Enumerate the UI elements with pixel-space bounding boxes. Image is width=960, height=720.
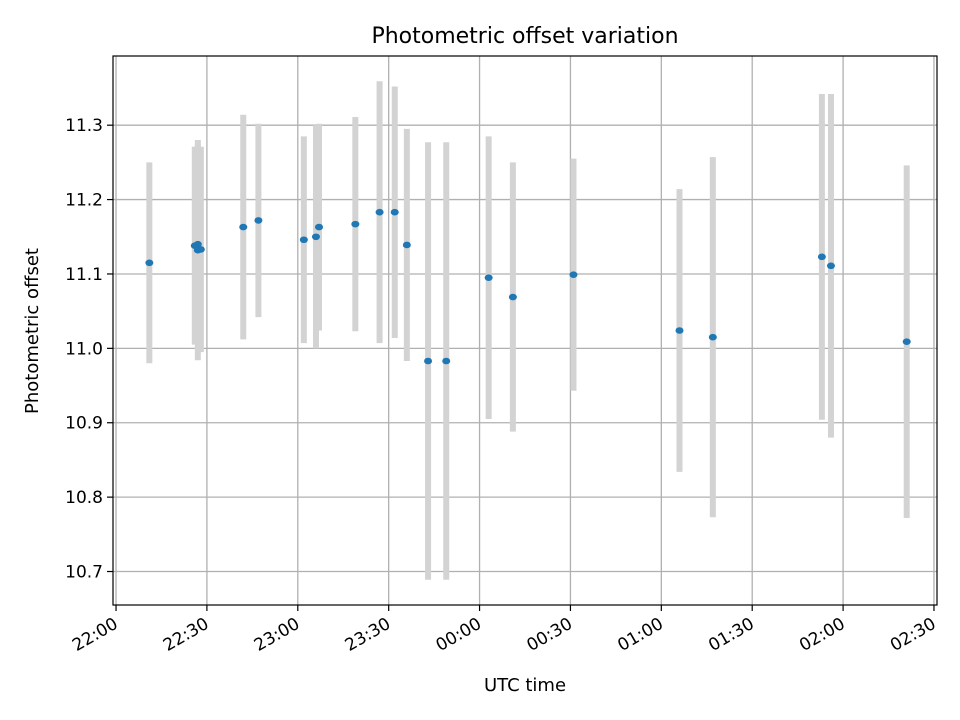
data-point	[390, 208, 399, 216]
chart-title: Photometric offset variation	[371, 24, 678, 49]
plot-background	[113, 56, 937, 605]
y-tick-label: 10.8	[65, 488, 103, 508]
x-tick-label: 00:00	[433, 614, 485, 656]
data-point	[708, 333, 717, 341]
data-point	[254, 217, 263, 224]
data-point	[569, 271, 578, 279]
y-axis-label: Photometric offset	[22, 248, 43, 414]
x-tick-label: 22:30	[160, 614, 212, 656]
data-point	[239, 223, 248, 231]
y-tick-label: 10.7	[65, 563, 103, 583]
x-tick-label: 00:30	[524, 614, 576, 656]
y-tick-label: 11.0	[65, 339, 103, 359]
data-point	[508, 293, 517, 301]
y-tick-label: 10.9	[65, 414, 103, 434]
data-point	[484, 274, 493, 281]
data-points	[145, 208, 911, 365]
data-point	[442, 357, 451, 365]
grid	[113, 56, 937, 605]
y-tick-label: 11.2	[65, 191, 103, 211]
plot-frame	[112, 55, 938, 606]
x-tick-label: 22:00	[69, 614, 121, 656]
data-point	[826, 262, 835, 270]
x-tick-label: 02:30	[887, 614, 939, 656]
x-tick-label: 23:30	[342, 614, 394, 656]
y-tick-label: 11.1	[65, 265, 103, 285]
data-point	[402, 241, 411, 249]
data-point	[351, 220, 360, 228]
data-point	[145, 259, 154, 267]
x-tick-label: 02:00	[796, 614, 848, 656]
x-tick-label: 01:00	[614, 614, 666, 656]
data-point	[675, 327, 684, 334]
data-point	[196, 246, 205, 253]
x-tick-label: 01:30	[705, 614, 757, 656]
x-tick-label: 23:00	[251, 614, 303, 656]
x-axis-ticks: 22:00 22:30 23:00 23:30 00:00 00:30 01:00 01:30…	[69, 605, 939, 656]
y-tick-label: 11.3	[65, 116, 103, 136]
data-point	[311, 233, 320, 241]
data-point	[193, 240, 202, 248]
data-point	[299, 236, 308, 244]
y-axis-ticks: 10.7 10.8 10.9 11.0 11.1 11.2 11.3	[65, 116, 113, 583]
data-point	[817, 253, 826, 261]
data-point	[902, 338, 911, 345]
data-point	[315, 223, 323, 231]
data-point	[424, 357, 433, 365]
data-point	[375, 208, 384, 216]
x-axis-label: UTC time	[484, 675, 566, 696]
